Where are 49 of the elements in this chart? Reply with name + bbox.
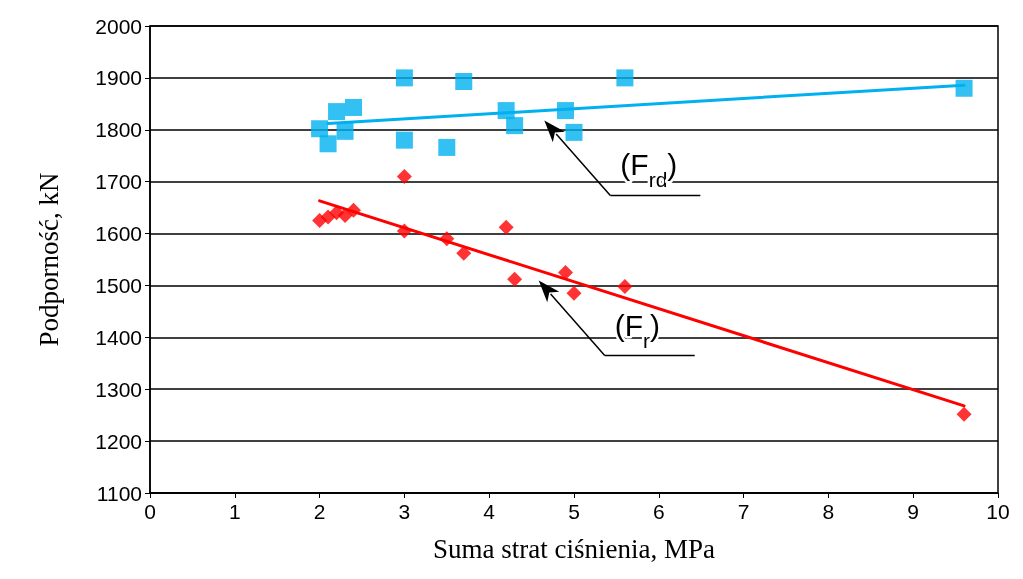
- y-tick-label: 1200: [95, 429, 142, 453]
- y-axis-title: Podporność, kN: [33, 172, 64, 347]
- point: [565, 123, 583, 141]
- point: [956, 406, 972, 422]
- point: [395, 131, 413, 149]
- point: [346, 202, 362, 218]
- point: [456, 245, 472, 261]
- y-tick-label: 1400: [95, 325, 142, 349]
- y-tick-label: 1700: [95, 170, 142, 194]
- x-tick-label: 6: [652, 500, 665, 523]
- x-tick-label: 7: [737, 500, 750, 523]
- x-tick-label: 0: [144, 500, 156, 523]
- y-tick-label: 1100: [96, 481, 142, 505]
- x-tick-label: 2: [313, 500, 326, 523]
- point: [617, 278, 633, 294]
- point: [311, 120, 329, 138]
- point: [558, 264, 574, 280]
- point: [455, 73, 473, 91]
- point: [507, 271, 523, 287]
- point: [345, 98, 363, 116]
- point: [396, 168, 412, 184]
- y-tick-label: 1300: [95, 377, 142, 401]
- y-tick-label: 2000: [95, 14, 142, 38]
- point: [396, 223, 412, 239]
- x-tick-label: 4: [483, 500, 496, 523]
- x-tick-label: 1: [228, 500, 241, 523]
- x-tick-label: 8: [822, 500, 835, 523]
- x-axis-title: Suma strat ciśnienia, MPa: [433, 533, 715, 564]
- y-tick-label: 1500: [95, 273, 142, 297]
- x-tick-label: 10: [986, 500, 1010, 523]
- point: [566, 285, 582, 301]
- point: [336, 122, 354, 140]
- point: [955, 79, 973, 97]
- y-tick-label: 1800: [95, 118, 142, 142]
- point: [319, 135, 337, 153]
- x-tick-label: 9: [907, 500, 920, 523]
- point: [498, 219, 514, 235]
- point: [557, 102, 575, 120]
- y-tick-label: 1600: [95, 222, 142, 246]
- y-tick-label: 1900: [95, 66, 142, 90]
- point: [328, 103, 346, 121]
- point: [616, 69, 634, 87]
- x-tick-label: 3: [398, 500, 411, 523]
- x-tick-label: 5: [568, 500, 580, 523]
- point: [439, 231, 455, 247]
- point: [506, 117, 524, 135]
- point: [497, 102, 515, 120]
- point: [395, 69, 413, 87]
- point: [438, 138, 456, 156]
